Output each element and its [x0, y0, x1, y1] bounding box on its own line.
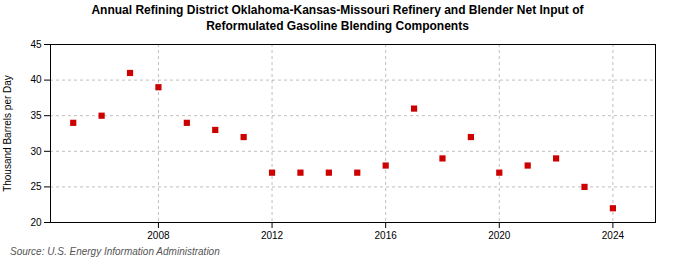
svg-text:2020: 2020 — [488, 230, 511, 241]
html-text:Source: U.S. Energy Informatio: Source: U.S. Energy Information Administ… — [10, 246, 220, 258]
svg-text:20: 20 — [30, 217, 42, 228]
svg-text:25: 25 — [30, 181, 42, 192]
svg-text:Thousand Barrels per Day: Thousand Barrels per Day — [2, 75, 13, 192]
svg-text:30: 30 — [30, 146, 42, 157]
svg-text:45: 45 — [30, 39, 42, 50]
svg-text:2016: 2016 — [375, 230, 398, 241]
svg-text:2012: 2012 — [261, 230, 284, 241]
svg-text:2008: 2008 — [147, 230, 170, 241]
svg-text:35: 35 — [30, 110, 42, 121]
svg-text:2024: 2024 — [602, 230, 625, 241]
html-text:Annual Refining District Oklah: Annual Refining District Oklahoma-Kansas… — [91, 3, 584, 33]
svg-text:40: 40 — [30, 74, 42, 85]
